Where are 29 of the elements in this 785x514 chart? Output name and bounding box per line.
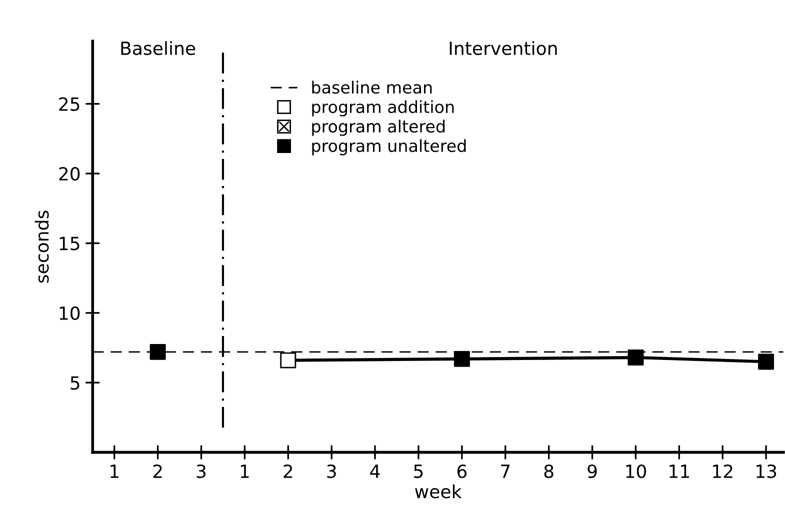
- x-tick-label: 1: [240, 464, 249, 478]
- x-axis-title: week: [415, 484, 462, 498]
- x-tick-label: 8: [544, 464, 554, 478]
- legend-label: program altered: [312, 120, 445, 136]
- x-tick-label: 12: [713, 464, 732, 478]
- x-tick-label: 6: [457, 464, 467, 478]
- x-tick-label: 9: [588, 464, 597, 478]
- x-tick-label: 3: [196, 464, 206, 478]
- x-tick-label: 2: [153, 464, 162, 478]
- legend-label: program addition: [312, 100, 454, 116]
- x-tick-label: 4: [370, 464, 380, 478]
- x-tick-label: 13: [756, 464, 776, 478]
- y-tick-label: 25: [59, 97, 80, 111]
- annotation: Baseline: [121, 41, 196, 56]
- x-tick-label: 1: [110, 464, 118, 478]
- y-tick-label: 10: [60, 306, 80, 320]
- legend-label: program unaltered: [312, 139, 466, 156]
- legend-label: baseline mean: [312, 80, 432, 94]
- x-tick-label: 5: [414, 464, 423, 478]
- x-tick-label: 7: [501, 464, 510, 478]
- x-tick-label: 3: [327, 464, 336, 478]
- x-tick-label: 11: [670, 464, 689, 478]
- annotation: Intervention: [450, 41, 557, 56]
- y-axis-title: seconds: [34, 210, 49, 283]
- y-tick-label: 15: [60, 236, 80, 250]
- x-tick-label: 2: [284, 464, 292, 478]
- y-tick-label: 5: [70, 376, 80, 390]
- x-tick-label: 10: [626, 464, 646, 478]
- y-tick-label: 20: [59, 167, 80, 181]
